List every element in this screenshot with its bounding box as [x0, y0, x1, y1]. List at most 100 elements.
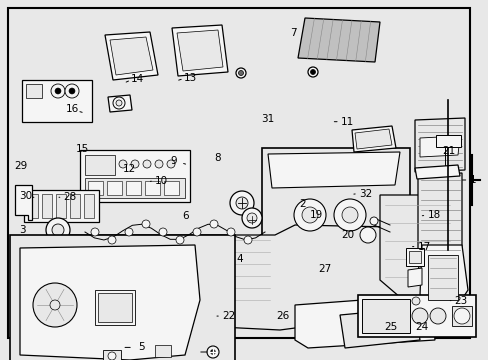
- Circle shape: [453, 308, 469, 324]
- Text: 17: 17: [417, 242, 430, 252]
- Circle shape: [65, 84, 79, 98]
- Text: 3: 3: [19, 225, 25, 235]
- Text: 23: 23: [453, 296, 467, 306]
- Bar: [107, 181, 122, 195]
- Text: 30: 30: [19, 191, 32, 201]
- Bar: [95, 290, 135, 325]
- Bar: [80, 150, 190, 202]
- Bar: [70, 194, 80, 218]
- Text: 22: 22: [222, 311, 235, 321]
- Text: 19: 19: [309, 210, 323, 220]
- Circle shape: [125, 228, 133, 236]
- Bar: [26, 84, 42, 98]
- Text: 6: 6: [182, 211, 189, 221]
- Circle shape: [50, 300, 60, 310]
- Circle shape: [307, 67, 317, 77]
- Polygon shape: [172, 25, 227, 76]
- Bar: [407, 295, 422, 307]
- Text: 4: 4: [236, 254, 243, 264]
- Polygon shape: [108, 95, 132, 112]
- Bar: [408, 251, 420, 263]
- Polygon shape: [15, 185, 32, 220]
- Bar: [145, 181, 160, 195]
- Circle shape: [236, 197, 247, 209]
- Polygon shape: [351, 126, 395, 152]
- Text: 5: 5: [138, 342, 145, 352]
- Text: 26: 26: [275, 311, 289, 321]
- Circle shape: [52, 224, 64, 236]
- Circle shape: [167, 160, 175, 168]
- Circle shape: [108, 352, 116, 360]
- Bar: [42, 194, 52, 218]
- Circle shape: [142, 160, 151, 168]
- Circle shape: [131, 160, 139, 168]
- Bar: [357, 295, 475, 337]
- Bar: [155, 345, 171, 357]
- Circle shape: [429, 308, 445, 324]
- Polygon shape: [379, 195, 454, 310]
- Circle shape: [242, 208, 262, 228]
- Text: 12: 12: [122, 164, 136, 174]
- Text: 27: 27: [318, 264, 331, 274]
- Circle shape: [210, 350, 215, 355]
- Polygon shape: [110, 37, 153, 75]
- Text: 31: 31: [261, 114, 274, 124]
- Circle shape: [310, 69, 315, 75]
- Polygon shape: [105, 32, 158, 80]
- Bar: [103, 350, 121, 360]
- Bar: [85, 155, 115, 175]
- Circle shape: [369, 330, 379, 340]
- Text: 25: 25: [384, 322, 397, 332]
- Bar: [361, 299, 409, 333]
- Bar: [126, 181, 141, 195]
- Polygon shape: [407, 268, 421, 287]
- Circle shape: [116, 100, 122, 106]
- Circle shape: [113, 97, 125, 109]
- Text: 24: 24: [414, 322, 427, 332]
- Text: 15: 15: [75, 144, 89, 154]
- Circle shape: [238, 71, 243, 76]
- Polygon shape: [70, 225, 439, 330]
- Bar: [24, 190, 99, 222]
- Bar: [405, 248, 423, 266]
- Circle shape: [302, 207, 317, 223]
- Circle shape: [119, 160, 127, 168]
- Text: 20: 20: [341, 230, 354, 240]
- Circle shape: [411, 308, 427, 324]
- Circle shape: [155, 160, 163, 168]
- Text: 2: 2: [298, 199, 305, 210]
- Polygon shape: [177, 30, 223, 71]
- Circle shape: [176, 236, 183, 244]
- Text: 9: 9: [170, 156, 177, 166]
- Polygon shape: [414, 118, 464, 172]
- Circle shape: [209, 220, 218, 228]
- Text: 28: 28: [62, 192, 76, 202]
- Text: 29: 29: [14, 161, 27, 171]
- Polygon shape: [294, 295, 434, 348]
- Circle shape: [341, 207, 357, 223]
- Polygon shape: [419, 136, 459, 157]
- Bar: [22, 80, 92, 122]
- Circle shape: [293, 199, 325, 231]
- Bar: [262, 148, 409, 256]
- Circle shape: [108, 236, 116, 244]
- Bar: [163, 181, 179, 195]
- Circle shape: [206, 346, 219, 358]
- Bar: [56, 194, 66, 218]
- Text: 18: 18: [427, 210, 440, 220]
- Polygon shape: [297, 18, 379, 62]
- Bar: [84, 194, 94, 218]
- Circle shape: [244, 236, 251, 244]
- Circle shape: [411, 297, 419, 305]
- Polygon shape: [339, 308, 419, 348]
- Polygon shape: [20, 245, 200, 360]
- Circle shape: [69, 88, 75, 94]
- Text: 11: 11: [340, 117, 353, 127]
- Circle shape: [55, 88, 61, 94]
- Text: 21: 21: [441, 146, 455, 156]
- Text: 13: 13: [183, 73, 197, 84]
- Text: 8: 8: [214, 153, 221, 163]
- Circle shape: [246, 213, 257, 223]
- Circle shape: [193, 228, 201, 236]
- Bar: [427, 255, 457, 300]
